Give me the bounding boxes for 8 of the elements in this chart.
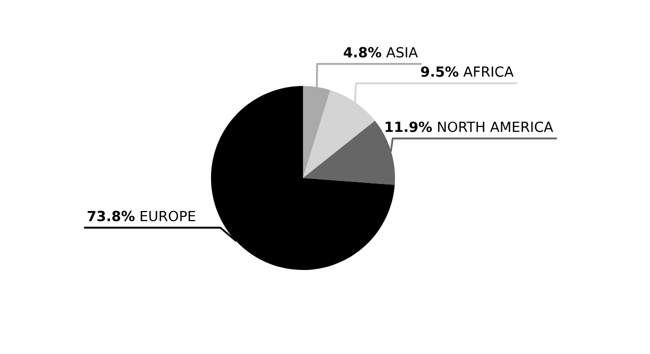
data-label: 73.8%	[88, 210, 135, 222]
slice-label: NORTH AMERICA	[438, 122, 554, 132]
slice-label: EUROPE	[140, 210, 196, 222]
slice-label: ASIA	[386, 47, 418, 58]
slice-label: AFRICA	[463, 66, 514, 77]
data-label: 11.9%	[386, 122, 432, 132]
data-label: 4.8%	[344, 47, 382, 58]
data-label: 9.5%	[421, 66, 458, 77]
